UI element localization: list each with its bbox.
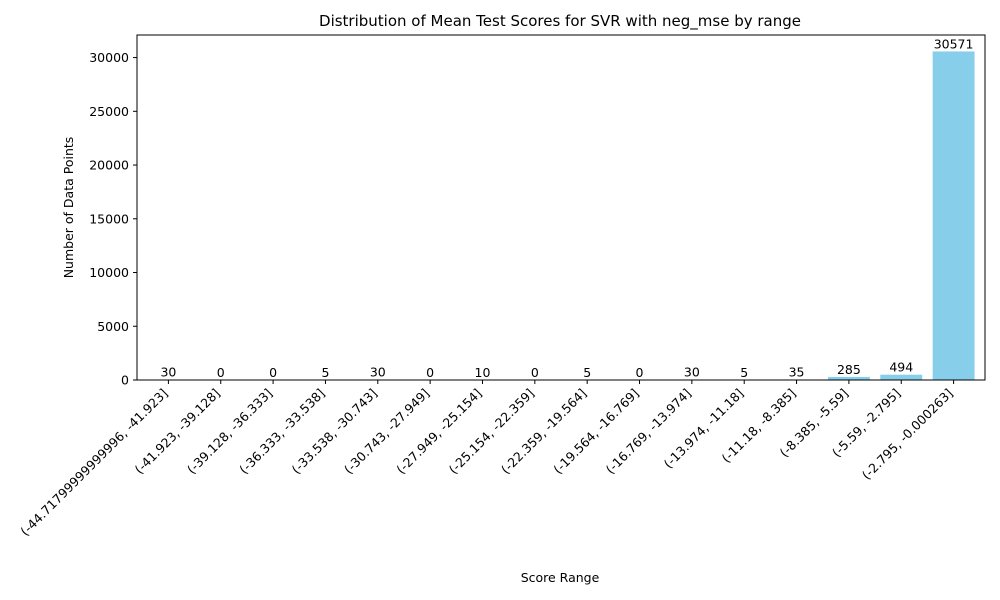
y-tick-label: 25000 [89,104,129,119]
bar-value-label: 5 [740,365,748,380]
y-axis-label: Number of Data Points [61,137,76,279]
y-tick-label: 30000 [89,50,129,65]
chart-title: Distribution of Mean Test Scores for SVR… [319,12,801,31]
y-tick-label: 10000 [89,265,129,280]
plot-frame [136,34,986,381]
y-tick-label: 20000 [89,158,129,173]
bar-value-label: 494 [889,360,913,375]
bar-value-label: 35 [789,365,805,380]
bar [880,374,923,380]
y-tick-label: 0 [121,373,129,388]
bar-value-label: 5 [583,365,591,380]
x-tick-label: (-2.795, -0.000263] [859,386,956,483]
y-tick-label: 5000 [97,319,129,334]
x-axis-label: Score Range [521,570,600,585]
bar-value-label: 10 [475,365,491,380]
bar [932,51,975,381]
bars-group: 30 0 0 5 30 0 10 0 5 0 30 5 35 285 494 30571 [147,36,975,381]
bar-value-label: 0 [531,365,539,380]
y-tick-label: 15000 [89,211,129,226]
bar [827,376,870,380]
bar-value-label: 30 [370,365,386,380]
y-axis: 0 5000 10000 15000 20000 25000 30000 [89,50,137,388]
x-axis: (-44.71799999999996, -41.923](-41.923, -… [17,380,956,539]
bar-value-label: 0 [426,365,434,380]
bar-value-label: 30 [160,365,176,380]
bar-value-label: 0 [636,365,644,380]
bar-value-label: 0 [217,365,225,380]
bar-value-label: 0 [269,365,277,380]
bar-value-label: 5 [321,365,329,380]
bar-value-label: 30571 [934,36,974,51]
bar-value-label: 30 [684,365,700,380]
bar-value-label: 285 [837,362,861,377]
